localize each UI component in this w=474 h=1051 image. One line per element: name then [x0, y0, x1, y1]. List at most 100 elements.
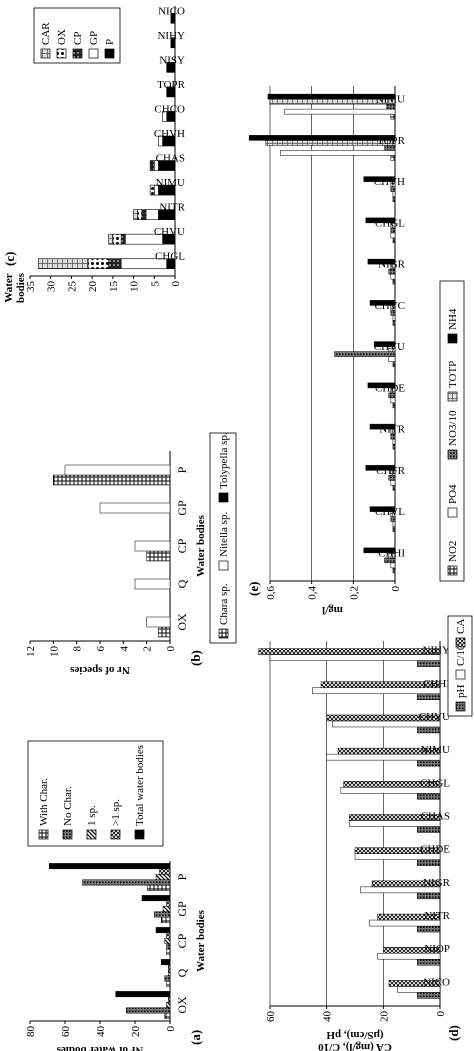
bar [166, 932, 171, 939]
x-tick-label: NIHY [423, 645, 451, 657]
legend: Chara sp. Nitella sp. Tolypella sp. [209, 432, 237, 644]
legend-swatch [218, 492, 229, 503]
y-tick-label: 0,6 [265, 586, 277, 600]
bar [326, 714, 441, 722]
bar [369, 506, 396, 512]
x-tick-label: OX [175, 613, 189, 631]
legend-label: CP [72, 32, 84, 45]
bar [284, 108, 396, 115]
bar [369, 300, 396, 306]
bar [392, 361, 396, 367]
y-tick-label: 30 [46, 281, 58, 293]
x-tick-label: NITR [424, 910, 450, 922]
panel-b: 0 2 4 6 8 10 12 OX Q CP GP P Water bodies Nr of speci… [25, 432, 237, 676]
bar [170, 37, 176, 49]
bar [392, 191, 396, 197]
legend: With Char. No Char. 1 sp. >1 sp. Total water… [27, 740, 164, 847]
bar [137, 209, 143, 220]
bar [154, 911, 171, 918]
bar [365, 465, 396, 471]
bar [64, 464, 171, 476]
bar [392, 237, 396, 244]
x-tick-label: NIMU [376, 94, 405, 106]
bar [87, 258, 110, 270]
x-tick-label: CHGL [375, 217, 405, 229]
bar [354, 847, 441, 854]
bar [365, 217, 396, 224]
bar [159, 868, 171, 875]
legend-box [439, 280, 465, 582]
y-tick-label: 60 [265, 1011, 277, 1023]
y-axis-title: mg/l [322, 604, 343, 616]
legend-label: NO2 [447, 541, 459, 562]
x-tick-label: CHHI [423, 678, 450, 690]
legend-box [209, 432, 237, 644]
y-tick-label: 4 [118, 646, 130, 652]
legend: NO2 PO4 NO3/10 TOTP NH4 [439, 280, 465, 582]
x-tick-label: NIGR [423, 877, 451, 889]
legend-swatch [218, 560, 229, 571]
x-tick-label: CHDE [420, 844, 450, 856]
bar [312, 687, 441, 695]
legend: CAR OX CP GP P [33, 7, 121, 64]
legend-swatch [218, 628, 229, 639]
y-tick-label: 0 [165, 1026, 177, 1032]
bar [267, 93, 396, 100]
legend-label: PO4 [447, 484, 459, 504]
y-tick-label: 0 [165, 646, 177, 652]
y-tick-label: 8 [72, 646, 84, 652]
y-tick-label: 40 [95, 1026, 107, 1038]
legend-label: Chara sp. [218, 583, 230, 625]
x-tick-label: NITR [159, 202, 185, 214]
bar [164, 938, 171, 944]
x-tick-label: P [175, 873, 189, 880]
bar [149, 184, 155, 196]
x-tick-label: NIOP [424, 943, 450, 955]
x-tick-label: TOPR [377, 135, 406, 147]
bar [164, 1012, 171, 1019]
panel-label: (c) [2, 252, 17, 266]
x-tick-label: P [175, 466, 189, 473]
bar [343, 781, 441, 788]
x-tick-label: CHHI [378, 547, 405, 559]
y-tick-label: 10 [48, 646, 60, 658]
bar [320, 681, 441, 689]
bar [417, 793, 441, 800]
bar [37, 258, 89, 270]
bar [115, 991, 171, 998]
bar [417, 759, 441, 767]
legend-swatch [62, 829, 73, 840]
y-tick-label: 20 [378, 1011, 390, 1023]
legend-label: CA [455, 619, 467, 634]
legend-swatch [56, 48, 67, 59]
bar [388, 980, 441, 987]
bar [390, 232, 396, 239]
bar [166, 1002, 171, 1008]
legend-box [33, 7, 121, 64]
legend-swatch [38, 829, 49, 840]
legend-swatch [447, 565, 458, 576]
bar [164, 975, 171, 982]
y-axis-title: CA (mg/l), C/10 [318, 1041, 392, 1051]
x-tick-label: OX [175, 996, 189, 1014]
legend-swatch [40, 48, 51, 59]
bar [377, 913, 441, 921]
bar [392, 567, 396, 574]
y-tick-label: 0 [170, 281, 182, 287]
legend-swatch [110, 829, 121, 840]
y-tick-label: 2 [142, 646, 154, 652]
x-tick-label: GP [175, 901, 189, 917]
panel-e: 0 0,2 0,4 0,6 CHHI CHVL CHFR NITR CHDE CHVU CHVC NI… [246, 86, 465, 616]
bar [417, 660, 441, 667]
bar [145, 209, 159, 220]
x-tick-label: GP [175, 500, 189, 516]
x-tick-label: CHVU [419, 711, 450, 723]
legend-label: CAR [40, 22, 52, 45]
legend-label: NO3/10 [447, 410, 459, 446]
bar [126, 1007, 171, 1014]
panel-label: (a) [188, 1030, 203, 1045]
bar [166, 62, 176, 73]
legend-swatch [447, 449, 458, 460]
